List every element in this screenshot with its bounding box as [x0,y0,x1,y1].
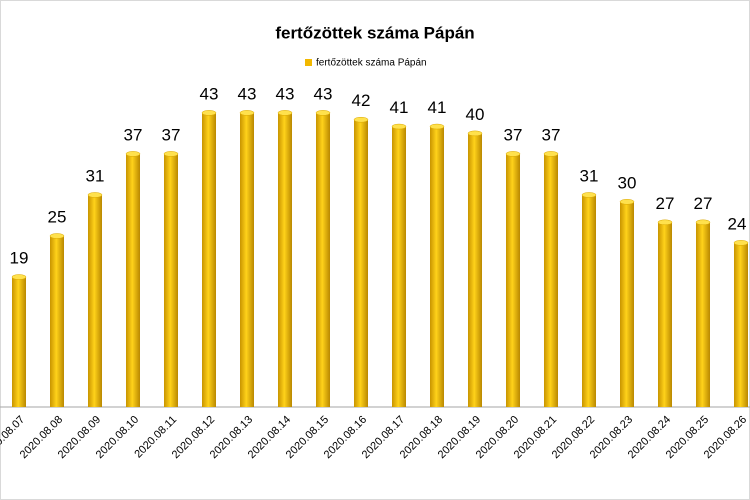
value-label: 31 [86,166,105,185]
value-label: 37 [124,125,143,144]
bar [506,153,520,407]
bar [620,201,634,407]
bar-cap [619,199,635,205]
value-label: 42 [352,91,371,110]
bar [696,222,710,407]
bar-cap [695,219,711,226]
chart-title: fertőzöttek száma Pápán [275,23,474,42]
bar-cap [11,274,27,280]
bar [278,112,292,407]
bar-cap [87,192,103,198]
value-label: 27 [694,194,713,213]
value-label: 19 [10,249,29,268]
bar [734,242,748,407]
bar [88,194,102,407]
bar-cap [657,219,673,226]
bar [316,112,330,407]
value-label: 27 [656,194,675,213]
value-label: 31 [580,166,599,185]
bar-cap [429,123,445,130]
bar [126,153,140,407]
legend-label: fertőzöttek száma Pápán [316,58,427,69]
value-label: 25 [48,207,67,226]
value-label: 24 [728,214,747,233]
bar [392,126,406,407]
value-label: 37 [162,125,181,144]
legend-swatch [305,59,312,66]
value-label: 43 [276,84,295,103]
bar [354,119,368,407]
bar-cap [467,130,483,137]
value-label: 37 [504,125,523,144]
value-label: 40 [466,105,485,124]
value-label: 30 [618,173,637,192]
bar-cap [543,151,559,157]
bar [202,112,216,407]
bar [582,194,596,407]
bar-cap [201,110,217,116]
value-label: 43 [238,84,257,103]
bar [12,277,26,407]
bar-cap [277,110,293,116]
bar-cap [163,151,179,157]
value-label: 37 [542,125,561,144]
bar-cap [581,192,597,198]
bar-cap [239,110,255,116]
bar [658,222,672,407]
value-label: 41 [428,98,447,117]
bar [240,112,254,407]
bar [164,153,178,407]
bar-cap [733,240,749,246]
bar [468,133,482,407]
value-label: 43 [314,84,333,103]
bar-cap [505,151,521,157]
value-label: 43 [200,84,219,103]
bar-cap [49,233,65,239]
bar [50,236,64,407]
bar [544,153,558,407]
bar-cap [391,123,407,130]
value-label: 41 [390,98,409,117]
bar [430,126,444,407]
bar-cap [315,110,331,116]
bar-cap [353,116,369,123]
bar-cap [125,151,141,157]
